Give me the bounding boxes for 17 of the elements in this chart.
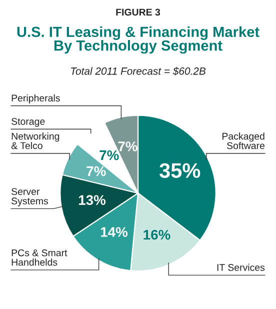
slice-label: PCs & Smart Handhelds	[12, 249, 68, 266]
data-label: 7%	[86, 166, 106, 176]
slice-label: Networking & Telco	[11, 132, 60, 150]
slice-label: Storage	[12, 118, 45, 127]
data-label: 7%	[118, 141, 138, 152]
chart-title: U.S. IT Leasing & Financing Market By Technology Segment	[17, 26, 260, 54]
slice-label: IT Services	[217, 264, 265, 271]
slice-label: Peripherals	[12, 94, 60, 104]
data-label: 7%	[100, 150, 119, 160]
data-label: 16%	[144, 230, 170, 240]
data-label: 14%	[100, 227, 128, 237]
chart-subtitle: Total 2011 Forecast = $60.2B	[71, 66, 206, 76]
slice-label: Server Systems	[12, 188, 48, 206]
caption: FIGURE 3	[116, 8, 160, 16]
data-label: 13%	[78, 195, 106, 205]
data-label: 35%	[159, 163, 200, 178]
slice-label: Packaged Software	[222, 132, 264, 150]
